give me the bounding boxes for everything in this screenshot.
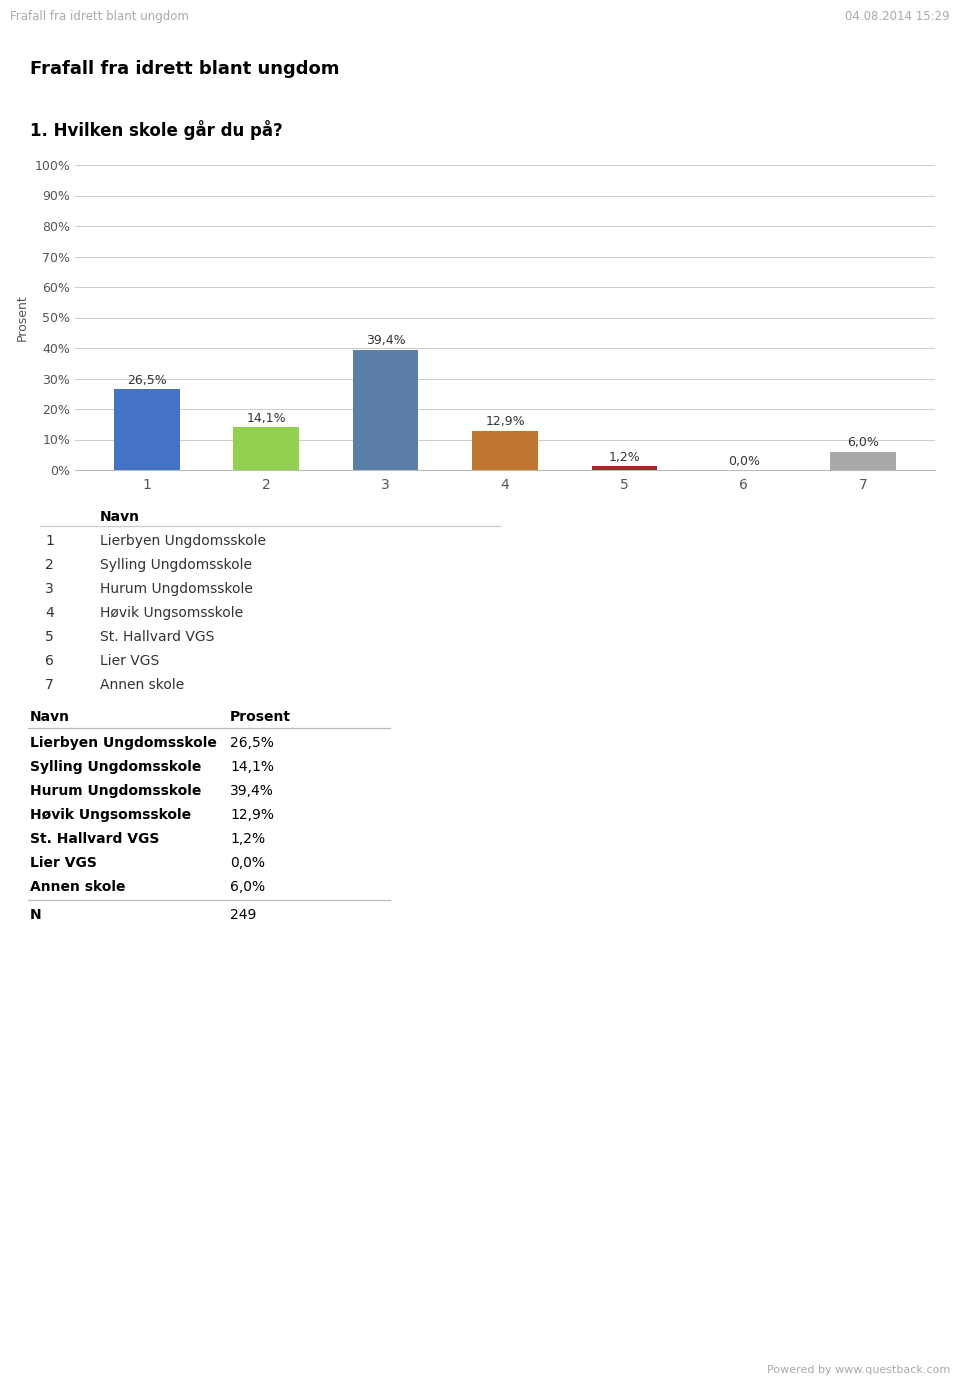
Text: Frafall fra idrett blant ungdom: Frafall fra idrett blant ungdom — [10, 10, 189, 24]
Text: Annen skole: Annen skole — [100, 678, 184, 692]
Text: Lierbyen Ungdomsskole: Lierbyen Ungdomsskole — [30, 736, 217, 750]
Text: 39,4%: 39,4% — [230, 784, 274, 798]
Text: 2: 2 — [45, 558, 54, 571]
Text: Høvik Ungsomsskole: Høvik Ungsomsskole — [30, 809, 191, 822]
Text: Hurum Ungdomsskole: Hurum Ungdomsskole — [30, 784, 202, 798]
Bar — [830, 452, 897, 470]
Bar — [352, 350, 419, 470]
Text: 12,9%: 12,9% — [230, 809, 274, 822]
Text: Navn: Navn — [30, 710, 70, 724]
Text: Lierbyen Ungdomsskole: Lierbyen Ungdomsskole — [100, 534, 266, 548]
Text: 26,5%: 26,5% — [127, 373, 166, 387]
Text: Sylling Ungdomsskole: Sylling Ungdomsskole — [30, 760, 202, 774]
Text: 14,1%: 14,1% — [230, 760, 274, 774]
Text: Høvik Ungsomsskole: Høvik Ungsomsskole — [100, 606, 243, 620]
Text: 1. Hvilken skole går du på?: 1. Hvilken skole går du på? — [30, 121, 283, 140]
Text: Frafall fra idrett blant ungdom: Frafall fra idrett blant ungdom — [30, 60, 340, 78]
Y-axis label: Prosent: Prosent — [15, 294, 29, 341]
Text: Annen skole: Annen skole — [30, 879, 126, 895]
Text: Prosent: Prosent — [230, 710, 291, 724]
Text: 1,2%: 1,2% — [609, 451, 640, 463]
Text: 12,9%: 12,9% — [485, 415, 525, 429]
Text: N: N — [30, 908, 41, 922]
Text: 7: 7 — [45, 678, 54, 692]
Bar — [114, 390, 180, 470]
Text: 6,0%: 6,0% — [848, 437, 879, 449]
Text: Sylling Ungdomsskole: Sylling Ungdomsskole — [100, 558, 252, 571]
Text: Lier VGS: Lier VGS — [100, 655, 159, 669]
Bar — [472, 430, 538, 470]
Text: 1,2%: 1,2% — [230, 832, 265, 846]
Text: 249: 249 — [230, 908, 256, 922]
Text: 6: 6 — [45, 655, 54, 669]
Text: 14,1%: 14,1% — [247, 412, 286, 424]
Text: Hurum Ungdomsskole: Hurum Ungdomsskole — [100, 583, 252, 596]
Text: 39,4%: 39,4% — [366, 334, 405, 347]
Text: St. Hallvard VGS: St. Hallvard VGS — [100, 630, 214, 644]
Text: 5: 5 — [45, 630, 54, 644]
Text: 0,0%: 0,0% — [230, 856, 265, 870]
Text: 04.08.2014 15:29: 04.08.2014 15:29 — [846, 10, 950, 24]
Bar — [233, 427, 299, 470]
Text: 4: 4 — [45, 606, 54, 620]
Text: 0,0%: 0,0% — [728, 455, 760, 467]
Text: 3: 3 — [45, 583, 54, 596]
Text: St. Hallvard VGS: St. Hallvard VGS — [30, 832, 159, 846]
Text: Powered by www.questback.com: Powered by www.questback.com — [767, 1365, 950, 1375]
Text: 1: 1 — [45, 534, 54, 548]
Text: Lier VGS: Lier VGS — [30, 856, 97, 870]
Text: Navn: Navn — [100, 510, 140, 524]
Text: 6,0%: 6,0% — [230, 879, 265, 895]
Bar — [591, 466, 658, 470]
Text: 26,5%: 26,5% — [230, 736, 274, 750]
